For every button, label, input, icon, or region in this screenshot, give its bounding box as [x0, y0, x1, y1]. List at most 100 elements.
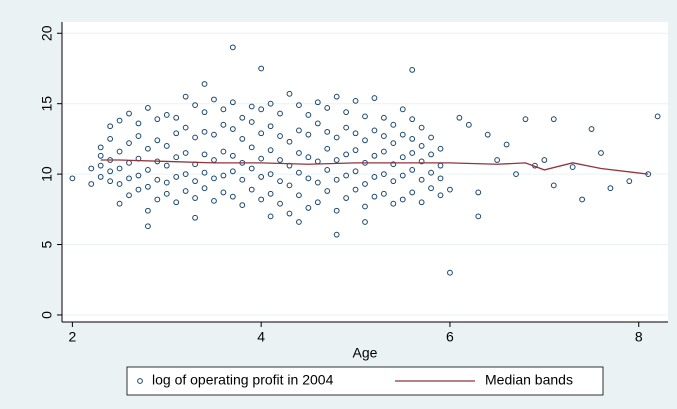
- point: [324, 128, 331, 135]
- point: [362, 113, 368, 120]
- point: [107, 136, 114, 142]
- point: [598, 150, 604, 156]
- point: [513, 171, 519, 178]
- point: [296, 102, 302, 108]
- point: [399, 172, 406, 179]
- y-tick-label: 15: [39, 96, 55, 112]
- point: [343, 109, 350, 116]
- point: [116, 148, 123, 155]
- point: [248, 144, 255, 151]
- point: [135, 172, 142, 179]
- point: [126, 110, 132, 117]
- point: [314, 179, 321, 186]
- point: [116, 117, 123, 124]
- point: [475, 213, 482, 220]
- point: [126, 192, 132, 199]
- point: [239, 202, 246, 208]
- point: [107, 123, 114, 130]
- point: [239, 136, 246, 142]
- point: [409, 150, 416, 156]
- point: [258, 174, 265, 180]
- point: [296, 192, 302, 199]
- point: [371, 152, 378, 159]
- point: [154, 196, 161, 203]
- point: [286, 210, 293, 217]
- point: [371, 95, 378, 101]
- point: [277, 133, 283, 139]
- point: [258, 65, 265, 72]
- point: [201, 185, 208, 192]
- point: [229, 168, 236, 175]
- point: [163, 190, 170, 197]
- point: [305, 131, 312, 138]
- point: [144, 223, 151, 230]
- point: [428, 185, 434, 192]
- point: [229, 44, 236, 51]
- point: [286, 90, 293, 97]
- plot-area: [62, 22, 668, 322]
- point: [286, 182, 293, 189]
- point: [248, 165, 255, 172]
- point: [267, 123, 274, 130]
- x-tick-label: 8: [635, 329, 643, 345]
- point: [380, 171, 387, 178]
- x-axis-label: Age: [353, 345, 378, 361]
- point: [144, 166, 151, 173]
- point: [418, 176, 425, 183]
- point: [248, 186, 255, 193]
- point: [116, 181, 123, 187]
- point: [258, 155, 265, 162]
- point: [173, 130, 180, 137]
- x-tick-label: 2: [68, 329, 76, 345]
- point: [296, 150, 302, 156]
- point: [333, 93, 340, 100]
- point: [541, 157, 548, 163]
- point: [654, 113, 661, 120]
- point: [229, 152, 236, 159]
- point: [296, 127, 302, 134]
- point: [116, 200, 123, 207]
- point: [626, 178, 633, 185]
- point: [201, 169, 208, 176]
- point: [192, 178, 198, 185]
- point: [428, 151, 434, 158]
- point: [333, 231, 340, 238]
- point: [418, 158, 425, 165]
- point: [286, 138, 293, 145]
- point: [154, 137, 161, 144]
- point: [324, 166, 331, 173]
- point: [258, 130, 265, 137]
- point: [362, 181, 368, 187]
- point: [352, 168, 359, 175]
- point: [503, 141, 510, 148]
- point: [192, 102, 198, 108]
- point: [437, 192, 444, 199]
- point: [267, 190, 274, 197]
- point: [343, 151, 350, 158]
- point: [390, 140, 397, 147]
- point: [494, 157, 501, 163]
- point: [588, 126, 595, 132]
- point: [107, 168, 114, 175]
- point: [380, 190, 387, 197]
- x-tick-label: 6: [446, 329, 454, 345]
- point: [229, 126, 236, 132]
- point: [447, 186, 453, 193]
- point: [371, 127, 378, 134]
- point: [144, 183, 151, 190]
- point: [362, 203, 368, 210]
- point: [182, 188, 189, 194]
- point: [182, 93, 189, 100]
- point: [201, 81, 208, 87]
- point: [324, 188, 331, 194]
- point: [305, 154, 312, 161]
- point: [277, 178, 283, 185]
- point: [277, 157, 283, 163]
- point: [192, 195, 198, 201]
- point: [333, 134, 340, 141]
- point: [418, 143, 425, 149]
- point: [135, 133, 142, 139]
- point: [550, 182, 557, 189]
